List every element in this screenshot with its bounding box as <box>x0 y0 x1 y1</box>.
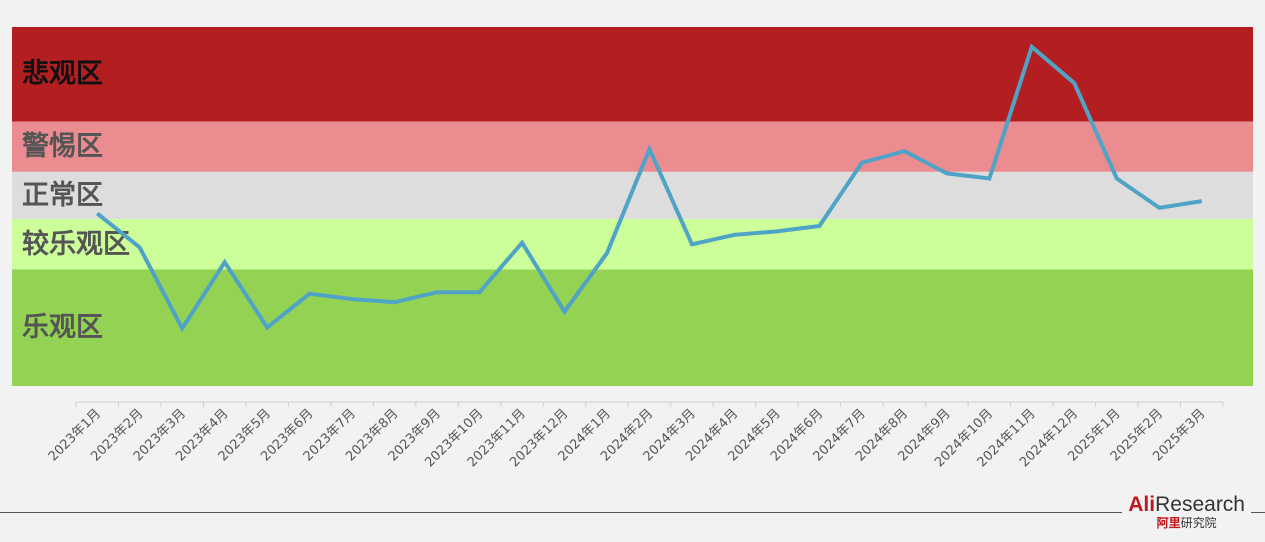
logo-cn-dark-text: 研究院 <box>1180 516 1217 530</box>
zone-band-1 <box>12 121 1253 172</box>
logo-research-text: Research <box>1155 493 1245 516</box>
zone-band-0 <box>12 27 1253 122</box>
logo-ali-text: Ali <box>1128 493 1156 516</box>
zone-band-3 <box>12 219 1253 270</box>
zone-label-2: 正常区 <box>22 180 103 211</box>
zone-band-4 <box>12 269 1253 386</box>
zone-label-1: 警惕区 <box>22 131 103 162</box>
footer-divider <box>0 512 1265 513</box>
x-axis-ticks <box>75 402 1224 407</box>
aliresearch-logo: AliResearch 阿里研究院 <box>1122 494 1251 531</box>
zone-label-0: 悲观区 <box>22 58 103 90</box>
zone-label-3: 较乐观区 <box>22 228 130 260</box>
sentiment-zones <box>12 27 1253 386</box>
series-layer <box>95 43 1203 333</box>
logo-cn-red-text: 阿里 <box>1156 516 1181 530</box>
zone-label-4: 乐观区 <box>22 312 103 343</box>
x-axis-tick-labels: 2023年1月2023年2月2023年3月2023年4月2023年5月2023年… <box>46 406 1209 470</box>
